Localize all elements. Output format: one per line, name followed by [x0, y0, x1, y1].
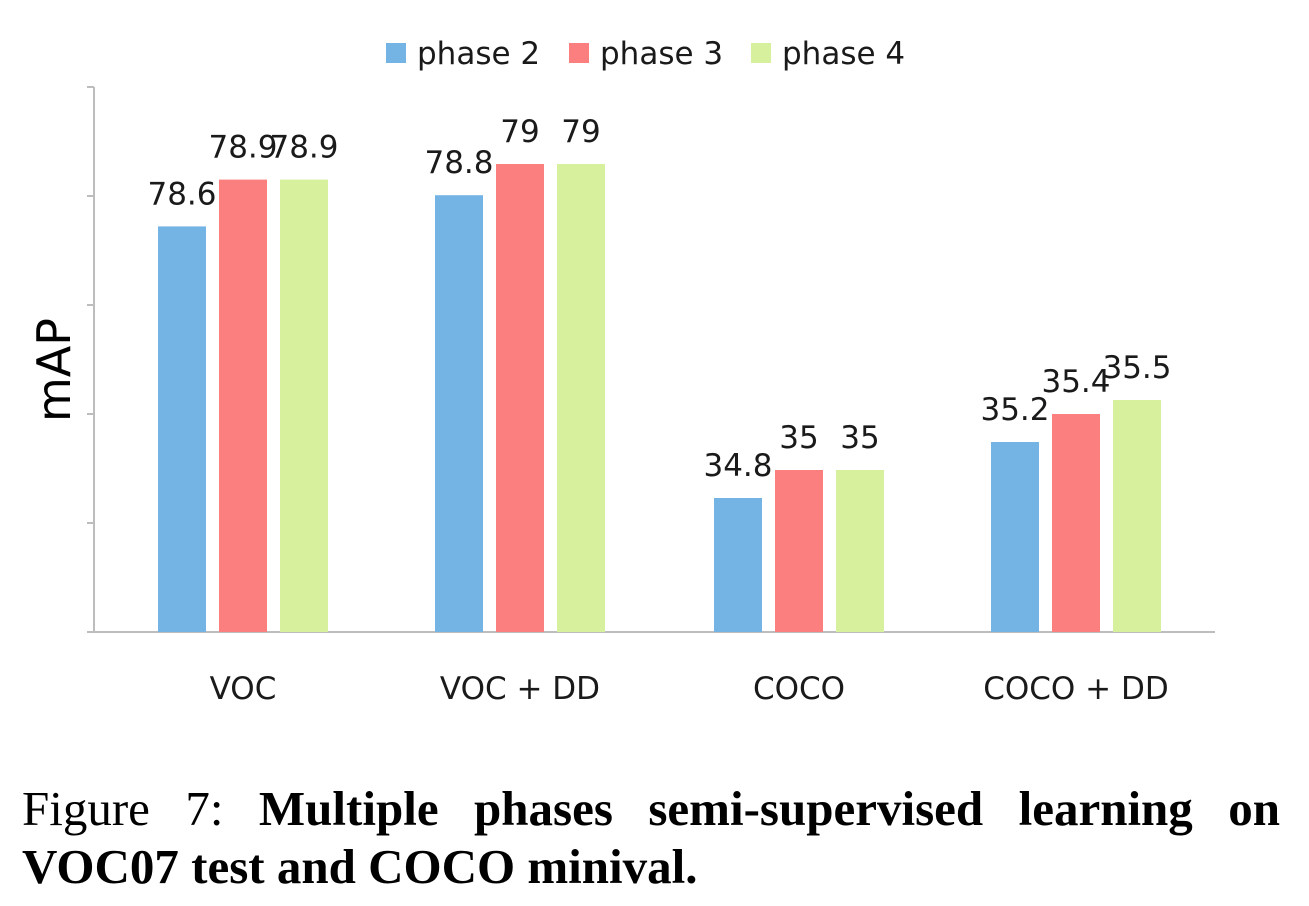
chart-value-labels: 78.6 78.8 34.8 35.2 78.9 79 35 35.4 78.9 79 35 35.5: [147, 114, 1171, 484]
bar: [158, 226, 206, 632]
legend-label: phase 4: [782, 36, 905, 72]
y-axis-label: mAP: [27, 318, 81, 422]
caption-text: Multiple phases semi-supervised learning…: [22, 781, 1280, 894]
chart-bars: [158, 164, 1161, 632]
bar: [435, 195, 483, 632]
bar-value-label: 78.9: [269, 130, 338, 166]
figure-caption: Figure 7: Multiple phases semi-supervise…: [22, 780, 1280, 896]
bar: [991, 442, 1039, 632]
x-tick-label: VOC: [210, 671, 277, 707]
bar-value-label: 35.4: [1041, 364, 1110, 400]
bar-value-label: 78.8: [424, 145, 493, 181]
bar: [775, 470, 823, 632]
bar-value-label: 35.5: [1102, 350, 1171, 386]
x-tick-label: VOC + DD: [440, 671, 600, 707]
bar-value-label: 35: [779, 420, 818, 456]
legend-swatch: [386, 43, 406, 63]
bar: [836, 470, 884, 632]
bar: [1113, 400, 1161, 632]
bar-value-label: 34.8: [703, 448, 772, 484]
bar-chart: phase 2 phase 3 phase 4 78.678.834.835.278…: [27, 36, 1215, 707]
legend-label: phase 2: [417, 36, 540, 72]
x-tick-label: COCO + DD: [983, 671, 1169, 707]
x-tick-label: COCO: [753, 671, 845, 707]
bar: [280, 179, 328, 632]
chart-legend: phase 2 phase 3 phase 4: [386, 36, 905, 72]
bar: [557, 164, 605, 632]
bar: [219, 179, 267, 632]
bar: [496, 164, 544, 632]
bar-value-label: 35: [840, 420, 879, 456]
caption-label: Figure 7:: [22, 781, 224, 836]
legend-swatch: [569, 43, 589, 63]
bar-value-label: 78.6: [147, 176, 216, 212]
legend-label: phase 3: [600, 36, 723, 72]
legend-swatch: [751, 43, 771, 63]
bar-value-label: 78.9: [208, 130, 277, 166]
bar: [1052, 414, 1100, 632]
bar-value-label: 79: [500, 114, 539, 150]
bar-value-label: 79: [561, 114, 600, 150]
bar: [714, 498, 762, 632]
bar-value-label: 35.2: [980, 392, 1049, 428]
chart-category-labels: VOC VOC + DD COCO COCO + DD: [210, 671, 1169, 707]
